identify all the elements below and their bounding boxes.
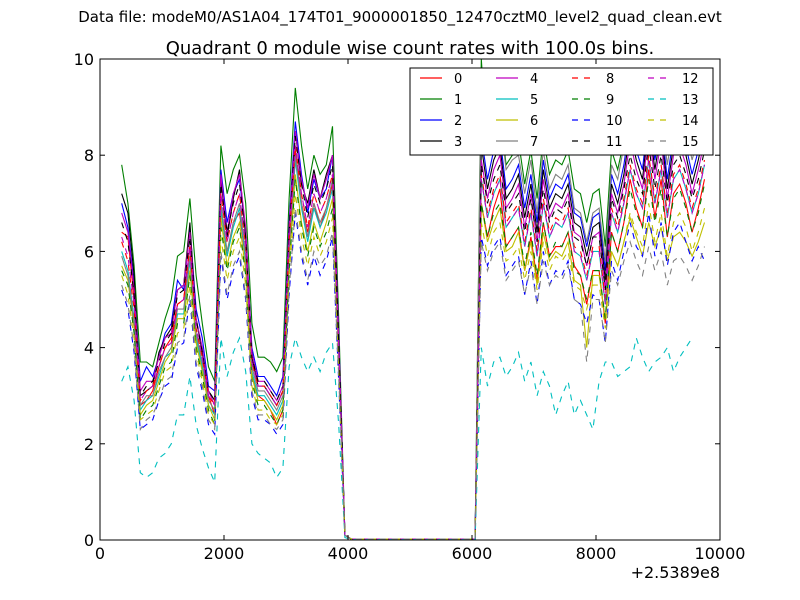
series-line-13: [121, 335, 693, 540]
legend-label-14: 14: [682, 114, 699, 129]
legend-label-0: 0: [454, 72, 462, 87]
legend-label-5: 5: [530, 93, 538, 108]
legend-label-15: 15: [682, 135, 699, 150]
x-tick-label: 0: [95, 544, 105, 563]
x-tick-label: 4000: [328, 544, 369, 563]
legend-label-8: 8: [606, 72, 614, 87]
y-tick-label: 2: [84, 435, 94, 454]
legend-label-12: 12: [682, 72, 699, 87]
legend-label-13: 13: [682, 93, 699, 108]
legend-label-2: 2: [454, 114, 462, 129]
legend-label-3: 3: [454, 135, 462, 150]
series-line-11: [121, 135, 706, 540]
legend-label-11: 11: [606, 135, 623, 150]
y-tick-label: 0: [84, 531, 94, 550]
series-line-3: [121, 121, 706, 540]
chart-title: Quadrant 0 module wise count rates with …: [166, 38, 655, 59]
legend-label-1: 1: [454, 93, 462, 108]
y-tick-label: 6: [84, 242, 94, 261]
plot-frame: [99, 58, 721, 541]
legend-label-6: 6: [530, 114, 538, 129]
x-tick-label: 6000: [452, 544, 493, 563]
x-tick-label: 10000: [695, 544, 746, 563]
series-line-8: [121, 145, 706, 540]
legend-label-7: 7: [530, 135, 538, 150]
series-line-14: [121, 193, 706, 540]
series-line-9: [121, 179, 706, 540]
y-tick-label: 4: [84, 339, 94, 358]
legend-label-10: 10: [606, 114, 623, 129]
x-offset-label: +2.5389e8: [631, 563, 720, 582]
legend-label-4: 4: [530, 72, 538, 87]
y-tick-label: 10: [74, 50, 94, 69]
figure-suptitle: Data file: modeM0/AS1A04_174T01_90000018…: [78, 8, 722, 26]
series-line-0: [121, 150, 706, 540]
series-line-15: [121, 208, 706, 540]
x-tick-label: 8000: [576, 544, 617, 563]
y-tick-label: 8: [84, 146, 94, 165]
series-line-2: [121, 111, 706, 540]
series-line-12: [121, 145, 706, 540]
x-tick-label: 2000: [204, 544, 245, 563]
legend-label-9: 9: [606, 93, 614, 108]
